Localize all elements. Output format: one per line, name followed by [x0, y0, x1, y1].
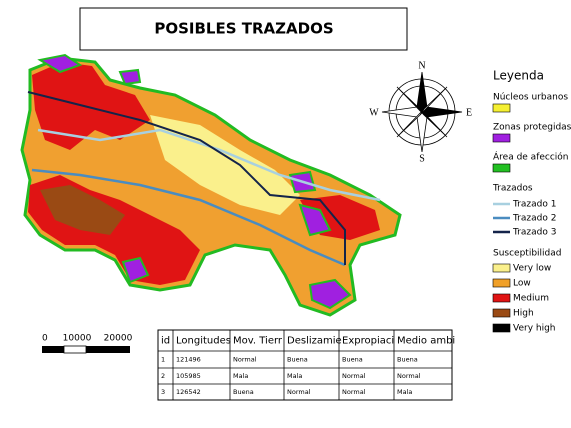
scale-label: 10000	[63, 334, 92, 344]
table-border	[157, 329, 453, 401]
scale-segment	[63, 345, 87, 354]
legend-swatch	[492, 308, 511, 318]
legend-title: Leyenda	[493, 69, 544, 83]
compass-point	[419, 108, 448, 138]
table-cell: Normal	[287, 388, 311, 396]
table-cell: Normal	[342, 372, 366, 380]
protected-zone	[308, 278, 352, 310]
table-cell: Normal	[342, 388, 366, 396]
protected-zone	[121, 256, 150, 284]
scale-bar	[42, 345, 130, 354]
legend-label: Low	[513, 279, 531, 289]
table-cell: 2	[161, 372, 165, 380]
susceptibility-high	[40, 185, 125, 235]
route-2	[31, 168, 346, 267]
legend-label: Trazado 1	[512, 200, 556, 210]
susceptibility-medium	[32, 62, 150, 150]
legend-label: Very high	[513, 324, 556, 334]
legend-label: Medium	[513, 294, 549, 304]
table-cell: Normal	[397, 372, 421, 380]
legend-group-title: Núcleos urbanos	[493, 93, 568, 103]
table-header: Mov. Tierr	[233, 336, 283, 347]
legend-swatch	[492, 163, 511, 173]
route-3	[27, 91, 346, 265]
table-cell: Buena	[233, 388, 254, 396]
table-cell: 105985	[176, 372, 201, 380]
table-header: Medio ambi	[397, 336, 455, 347]
table-cell: 1	[161, 356, 165, 364]
table-cell: Buena	[287, 356, 308, 364]
compass	[381, 71, 463, 153]
table-header: Deslizamie	[287, 336, 342, 347]
scale-segment	[86, 346, 130, 353]
route-1	[37, 128, 381, 202]
scale-segment	[42, 346, 64, 353]
compass-point	[416, 71, 428, 113]
compass-label: W	[369, 107, 379, 118]
table-header: Longitudes	[176, 336, 231, 347]
table-cell: 126542	[176, 388, 201, 396]
table-cell: Mala	[397, 388, 412, 396]
legend-swatch	[492, 263, 511, 273]
legend-label: Very low	[513, 264, 551, 274]
table-header: Expropiaci	[342, 336, 394, 347]
legend-group-title: Susceptibilidad	[493, 249, 562, 259]
table-cell: 121496	[176, 356, 201, 364]
legend-label: Trazado 2	[512, 214, 556, 224]
compass-point	[421, 106, 463, 118]
table-cell: Normal	[233, 356, 257, 364]
compass-point	[416, 111, 428, 153]
table-cell: 3	[161, 388, 165, 396]
map	[20, 53, 402, 317]
legend-swatch	[492, 278, 511, 288]
compass-label: S	[419, 153, 425, 164]
legend-swatch	[492, 323, 511, 333]
legend-swatch	[492, 293, 511, 303]
legend-swatch	[492, 103, 511, 113]
title: POSIBLES TRAZADOS	[154, 20, 333, 38]
title-box	[79, 7, 408, 51]
table-cell: Mala	[287, 372, 302, 380]
legend-group-title: Zonas protegidas	[493, 123, 571, 133]
table-header: id	[161, 336, 170, 347]
protected-zone	[298, 203, 332, 237]
legend-label: High	[513, 309, 534, 319]
scale-label: 20000	[104, 334, 133, 344]
compass-label: N	[418, 60, 425, 71]
legend-group-title: Trazados	[492, 184, 533, 194]
table-cell: Buena	[397, 356, 418, 364]
table-cell: Buena	[342, 356, 363, 364]
legend-swatch	[492, 133, 511, 143]
compass-label: E	[466, 107, 472, 118]
protected-zone	[37, 53, 83, 74]
table-cell: Mala	[233, 372, 248, 380]
legend-group-title: Área de afección	[493, 151, 569, 163]
compass-point	[381, 106, 423, 118]
scale-label: 0	[42, 334, 48, 344]
protected-zone	[118, 68, 142, 86]
legend-label: Trazado 3	[512, 228, 556, 238]
